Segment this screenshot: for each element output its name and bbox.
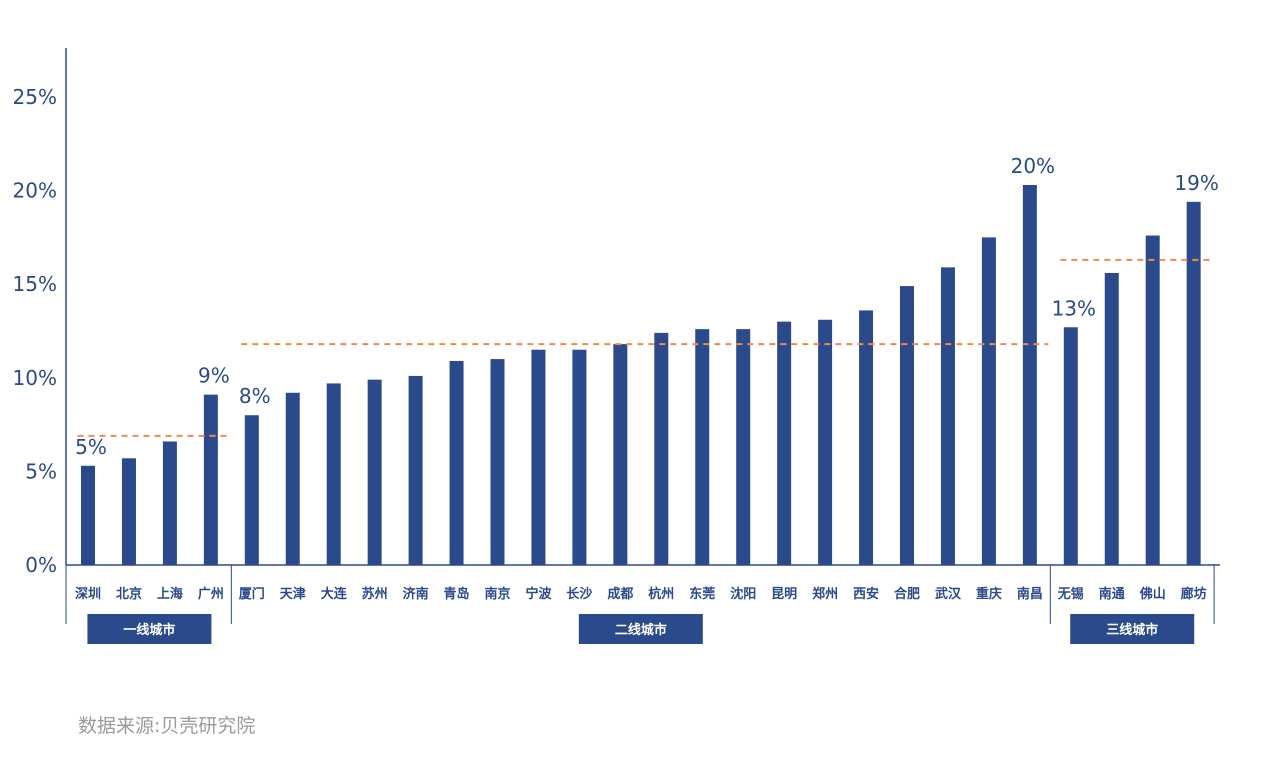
category-label: 北京	[116, 586, 142, 602]
y-tick-label: 5%	[25, 459, 57, 483]
group-label: 三线城市	[1106, 622, 1158, 638]
category-label: 廊坊	[1181, 586, 1207, 602]
category-label: 南昌	[1017, 586, 1043, 602]
category-label: 济南	[403, 586, 429, 602]
category-label: 成都	[607, 586, 633, 602]
bar	[940, 267, 955, 565]
data-label: 9%	[198, 364, 230, 388]
bar	[859, 310, 874, 565]
bar	[654, 332, 669, 565]
bar	[613, 344, 628, 565]
bar	[367, 379, 382, 565]
category-label: 无锡	[1057, 586, 1084, 602]
category-label: 苏州	[362, 586, 388, 602]
bar	[572, 349, 587, 565]
category-label: 南京	[484, 586, 510, 602]
bar	[736, 329, 751, 565]
group-label-box	[1070, 614, 1195, 644]
category-label: 东莞	[689, 586, 715, 602]
y-tick-label: 0%	[25, 553, 57, 577]
category-label: 西安	[853, 586, 879, 602]
category-label: 武汉	[935, 586, 962, 602]
group-label-box	[87, 614, 212, 644]
category-label: 南通	[1099, 586, 1125, 602]
group-average-lines	[77, 258, 1213, 437]
category-label: 合肥	[894, 586, 920, 602]
bars	[81, 184, 1201, 565]
category-label: 杭州	[648, 586, 674, 602]
y-axis: 0% 5% 10% 15% 20% 25%	[13, 48, 67, 577]
bar	[162, 441, 177, 565]
bar	[121, 458, 136, 565]
data-label: 5%	[75, 435, 107, 459]
bar	[1186, 201, 1201, 565]
bar	[81, 465, 95, 565]
bar	[449, 360, 464, 565]
category-label: 佛山	[1139, 586, 1166, 602]
category-label: 上海	[157, 586, 183, 602]
bar	[981, 237, 996, 565]
y-tick-label: 25%	[13, 85, 57, 109]
bar	[1063, 327, 1078, 565]
bar	[490, 359, 505, 565]
category-label: 昆明	[771, 586, 797, 602]
bar	[695, 329, 710, 565]
bar	[1104, 272, 1119, 565]
category-label: 深圳	[75, 586, 101, 602]
bar	[203, 394, 218, 565]
data-label: 19%	[1174, 171, 1218, 195]
bar	[818, 319, 833, 565]
bar	[1145, 235, 1160, 565]
bar	[900, 286, 914, 565]
category-label: 长沙	[566, 586, 592, 602]
y-tick-label: 15%	[13, 272, 57, 296]
category-label: 宁波	[525, 586, 552, 602]
bar	[1022, 184, 1037, 565]
category-label: 大连	[321, 586, 348, 602]
city-tier-groups: 一线城市 二线城市 三线城市	[65, 565, 1215, 644]
data-label: 13%	[1052, 296, 1096, 320]
category-label: 天津	[280, 586, 306, 602]
category-label: 青岛	[444, 586, 470, 602]
category-label: 厦门	[239, 586, 265, 602]
bar	[777, 321, 792, 565]
y-tick-label: 10%	[13, 366, 57, 390]
y-tick-label: 20%	[13, 179, 57, 203]
bar	[531, 349, 546, 565]
category-label: 广州	[198, 586, 224, 602]
bar	[408, 375, 423, 565]
group-label: 二线城市	[615, 622, 667, 638]
data-label: 20%	[1011, 154, 1055, 178]
category-label: 郑州	[812, 586, 838, 602]
bar	[326, 383, 341, 565]
data-labels: 5% 9% 8% 20% 13% 19%	[75, 154, 1219, 459]
category-label: 沈阳	[730, 586, 756, 602]
data-label: 8%	[239, 384, 271, 408]
x-axis: 深圳 北京 上海 广州 厦门 天津 大连 苏州 济南 青岛 南京 宁波 长沙 成都 杭州 东莞 沈阳 昆明 郑州 西安…	[66, 564, 1220, 602]
category-label: 重庆	[976, 586, 1002, 602]
bar	[285, 392, 300, 565]
group-label: 一线城市	[123, 622, 175, 638]
source-note: 数据来源:贝壳研究院	[78, 715, 256, 737]
group-label-box	[578, 614, 703, 644]
bar	[244, 415, 259, 565]
